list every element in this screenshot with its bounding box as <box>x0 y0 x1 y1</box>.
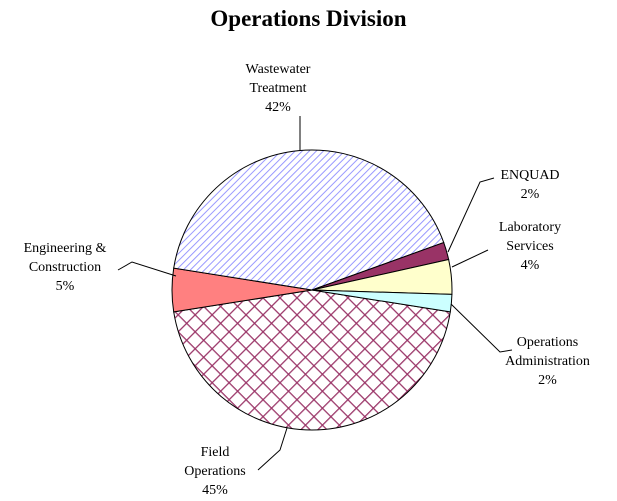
slice-label: ENQUAD 2% <box>500 166 560 204</box>
slice-label: Wastewater Treatment 42% <box>228 60 328 117</box>
pie-slice <box>173 149 445 291</box>
leader-line <box>447 177 495 253</box>
leader-line <box>117 261 177 277</box>
value-label: 5% <box>55 279 75 294</box>
slice-label: Operations Administration 2% <box>490 333 605 390</box>
leader-line <box>257 427 288 471</box>
leader-line <box>450 303 513 353</box>
chart-title: Operations Division <box>210 6 407 31</box>
leader-line <box>451 249 489 268</box>
slice-label: Field Operations 45% <box>175 443 255 500</box>
category-label: Engineering & Construction <box>23 241 107 275</box>
value-label: 45% <box>202 483 228 498</box>
pie-slice <box>311 289 453 313</box>
value-label: 4% <box>520 258 540 273</box>
category-label: Operations Administration <box>505 335 590 369</box>
category-label: Field Operations <box>184 445 246 479</box>
slice-label: Laboratory Services 4% <box>495 218 565 275</box>
value-label: 42% <box>265 100 291 115</box>
value-label: 2% <box>520 187 540 202</box>
category-label: ENQUAD <box>500 168 560 183</box>
value-label: 2% <box>538 373 557 388</box>
pie-slice <box>173 289 451 431</box>
category-label: Laboratory Services <box>498 220 562 254</box>
slice-label: Engineering & Construction 5% <box>5 239 125 296</box>
category-label: Wastewater Treatment <box>245 62 311 96</box>
